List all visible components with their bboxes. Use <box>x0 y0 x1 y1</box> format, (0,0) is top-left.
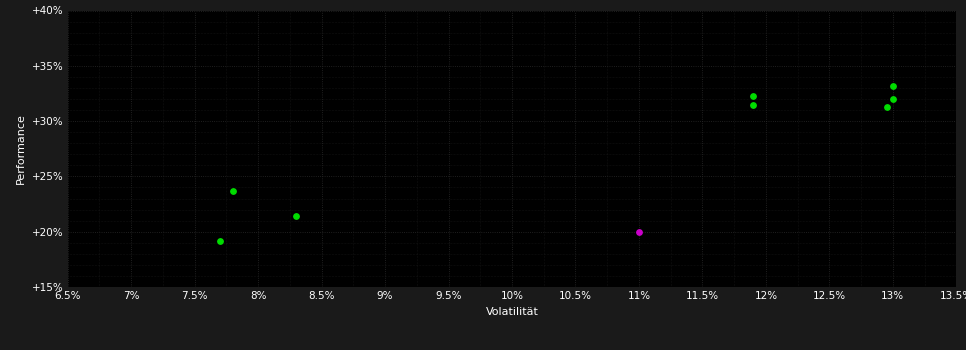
Point <box>879 104 895 110</box>
Point <box>885 96 900 102</box>
X-axis label: Volatilität: Volatilität <box>486 307 538 317</box>
Point <box>225 188 241 194</box>
Point <box>885 83 900 89</box>
Point <box>746 93 761 98</box>
Point <box>631 229 646 234</box>
Point <box>289 214 304 219</box>
Y-axis label: Performance: Performance <box>16 113 26 184</box>
Point <box>746 102 761 107</box>
Point <box>213 238 228 243</box>
